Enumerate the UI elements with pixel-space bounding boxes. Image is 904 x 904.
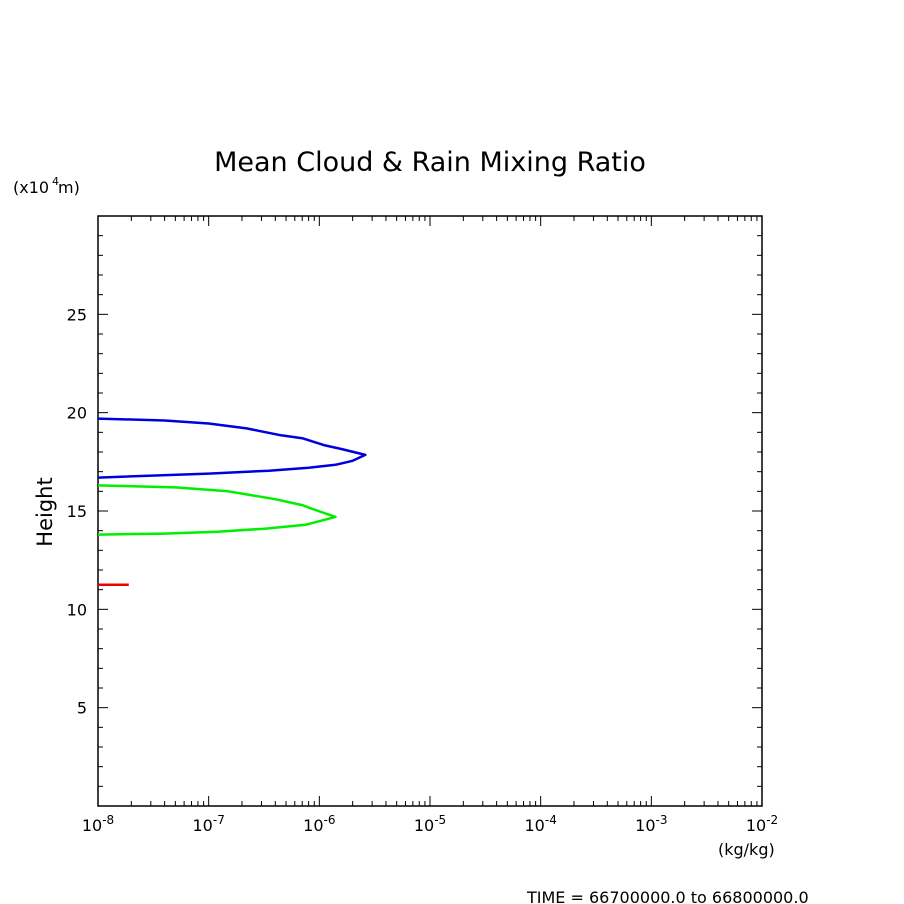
series-line-1 bbox=[97, 417, 367, 479]
y-tick-label: 20 bbox=[67, 404, 87, 423]
plot-frame bbox=[97, 215, 763, 807]
x-tick-label: 10-3 bbox=[635, 813, 667, 835]
x-tick-label: 10-8 bbox=[82, 813, 114, 835]
time-range-label: TIME = 66700000.0 to 66800000.0 bbox=[526, 888, 809, 904]
x-tick-label: 10-2 bbox=[746, 813, 778, 835]
y-unit-suffix: m) bbox=[58, 178, 80, 197]
y-tick-label: 15 bbox=[67, 502, 87, 521]
y-unit-label: (x10 4 m) bbox=[13, 175, 80, 197]
x-tick-label: 10-7 bbox=[193, 813, 225, 835]
x-tick-label: 10-6 bbox=[303, 813, 335, 835]
plot-area: 10-8 10-7 10-6 10-5 10-4 10-3 10-2 5 10 15 20 25 bbox=[67, 215, 778, 835]
svg-text:(x10: (x10 bbox=[13, 178, 49, 197]
x-tick-label: 10-4 bbox=[525, 813, 557, 835]
chart-title: Mean Cloud & Rain Mixing Ratio bbox=[214, 147, 646, 178]
y-unit-exponent: 4 bbox=[52, 175, 59, 188]
y-tick-label: 25 bbox=[67, 305, 87, 324]
y-axis-title: Height bbox=[33, 477, 57, 546]
x-axis-unit-label: (kg/kg) bbox=[718, 840, 775, 859]
x-tick-label: 10-5 bbox=[414, 813, 446, 835]
y-unit-prefix: (x10 bbox=[13, 178, 49, 197]
series-line-2 bbox=[97, 484, 337, 536]
y-tick-label: 10 bbox=[67, 600, 87, 619]
y-tick-label: 5 bbox=[77, 699, 87, 718]
